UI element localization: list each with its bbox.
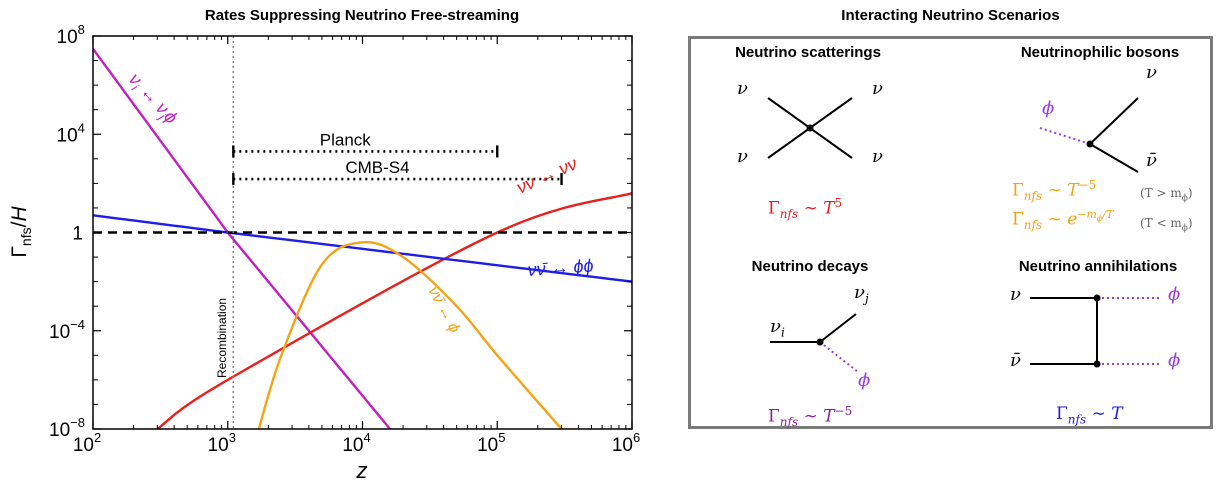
- y-tick-label: 10−8: [49, 415, 85, 441]
- decays-phi: ϕ: [858, 370, 871, 391]
- decays-nui: νi: [770, 316, 785, 340]
- bosons-nu: ν: [1146, 62, 1157, 83]
- decays-diagram: [770, 313, 859, 373]
- bosons-phi: ϕ: [1042, 98, 1055, 119]
- scenarios-box: [688, 36, 1213, 429]
- series-label-nunubar-phiphi: νν̄ ↔ ϕϕ: [527, 255, 594, 280]
- series-line-4: [257, 240, 563, 429]
- bosons-rate-1: Γnfs ∼ T−5: [1012, 178, 1097, 204]
- decays-title: Neutrino decays: [751, 258, 869, 275]
- scenarios-title: Interacting Neutrino Scenarios: [841, 7, 1060, 24]
- x-tick-label: 104: [342, 430, 370, 456]
- recombination-label: Recombination: [215, 298, 229, 378]
- y-tick-label: 10−4: [49, 317, 85, 343]
- x-tick-label: 102: [73, 430, 101, 456]
- range-label-planck: Planck: [320, 130, 372, 149]
- scatter-leg-2: ν: [872, 78, 883, 99]
- bosons-title: Neutrinophilic bosons: [1020, 44, 1180, 61]
- scatter-leg-1: ν: [737, 78, 748, 99]
- x-tick-label: 106: [612, 430, 640, 456]
- y-tick-label: 104: [57, 120, 85, 146]
- bosons-cond-1: (T > mϕ): [1140, 186, 1193, 204]
- svg-text:Recombination: Recombination: [215, 298, 229, 378]
- annih-phi-2: ϕ: [1168, 350, 1181, 371]
- range-label-cmb-s4: CMB-S4: [345, 158, 409, 177]
- scattering-diagram: [767, 97, 853, 159]
- annih-nu: ν: [1010, 284, 1021, 305]
- annih-nubar: ν̄: [1010, 350, 1021, 371]
- annihilations-diagram: [1030, 294, 1162, 368]
- scatter-leg-4: ν: [872, 146, 883, 167]
- bosons-cond-2: (T < mϕ): [1140, 216, 1193, 234]
- y-tick-label: 1: [72, 224, 83, 245]
- scattering-rate: Γnfs ∼ T5: [768, 196, 843, 222]
- y-axis-label: Γnfs/H: [8, 206, 34, 258]
- bosons-rate-2: Γnfs ∼ e−mϕ/T: [1012, 208, 1114, 233]
- series-line-2: [156, 191, 632, 429]
- svg-text:Γnfs/H: Γnfs/H: [8, 206, 34, 258]
- x-axis-label: z: [356, 458, 368, 483]
- series-line-3: [93, 214, 632, 283]
- decays-nuj: νj: [854, 282, 869, 306]
- x-tick-label: 105: [477, 430, 505, 456]
- bosons-diagram: [1039, 97, 1139, 173]
- annih-phi-1: ϕ: [1168, 284, 1181, 305]
- decays-rate: Γnfs ∼ T−5: [768, 404, 853, 430]
- rates-chart: Planck CMB-S4 102 103 104 105 106 10−8 10−4 1 104…: [8, 22, 640, 483]
- x-tick-label: 103: [208, 430, 236, 456]
- y-tick-label: 108: [57, 22, 85, 48]
- bosons-nubar: ν̄: [1146, 150, 1157, 171]
- scattering-title: Neutrino scatterings: [735, 44, 881, 61]
- scatter-leg-3: ν: [737, 146, 748, 167]
- annihilations-title: Neutrino annihilations: [1018, 258, 1178, 275]
- chart-title: Rates Suppressing Neutrino Free-streamin…: [204, 7, 520, 24]
- annihilations-rate: Γnfs ∼ T: [1056, 404, 1123, 427]
- svg-text:νν̄ ↔ ϕϕ: νν̄ ↔ ϕϕ: [527, 255, 594, 280]
